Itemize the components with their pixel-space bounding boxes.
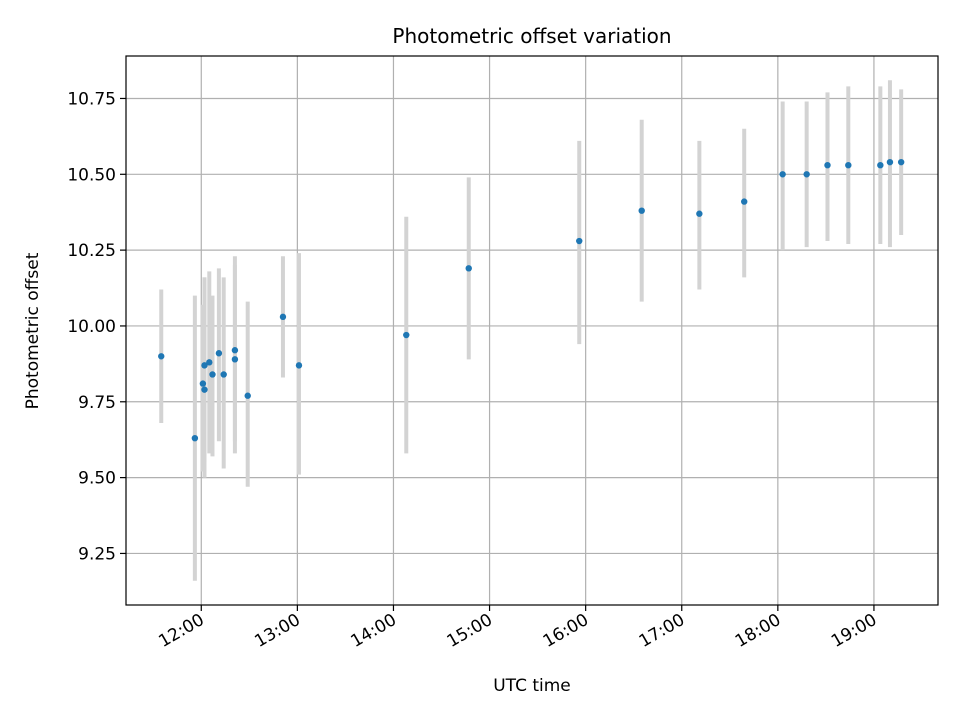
y-tick-label: 9.25 bbox=[78, 544, 116, 564]
data-point bbox=[877, 161, 884, 169]
x-axis-label: UTC time bbox=[493, 676, 571, 696]
data-point bbox=[897, 158, 905, 166]
y-tick-label: 9.50 bbox=[78, 469, 116, 489]
data-point bbox=[206, 359, 213, 366]
data-point bbox=[231, 347, 239, 354]
y-axis-label: Photometric offset bbox=[23, 252, 43, 409]
data-point bbox=[696, 210, 703, 217]
grid-lines bbox=[126, 56, 938, 605]
data-point bbox=[779, 171, 786, 178]
y-tick-label: 10.00 bbox=[67, 317, 116, 337]
data-point bbox=[279, 313, 287, 321]
data-point bbox=[741, 198, 748, 205]
data-point bbox=[209, 371, 216, 378]
data-point bbox=[295, 362, 303, 369]
y-tick-label: 9.75 bbox=[78, 393, 116, 413]
data-point bbox=[845, 161, 852, 169]
data-point bbox=[403, 331, 410, 339]
plot-frame bbox=[125, 55, 939, 606]
data-point bbox=[191, 434, 199, 442]
data-point bbox=[199, 380, 207, 387]
y-tick-label: 10.75 bbox=[67, 89, 116, 109]
data-point bbox=[201, 362, 208, 369]
data-point bbox=[824, 161, 831, 169]
data-point bbox=[803, 171, 810, 178]
y-tick-label: 10.50 bbox=[67, 165, 116, 185]
data-point bbox=[638, 207, 645, 214]
chart-title: Photometric offset variation bbox=[392, 24, 671, 48]
data-points bbox=[158, 158, 905, 442]
data-point bbox=[215, 350, 223, 357]
data-point bbox=[201, 386, 208, 393]
data-point bbox=[465, 265, 472, 272]
data-point bbox=[576, 237, 583, 245]
data-point bbox=[244, 392, 251, 399]
data-point bbox=[886, 158, 894, 166]
data-point bbox=[158, 353, 165, 360]
y-tick-label: 10.25 bbox=[67, 241, 116, 261]
data-point bbox=[231, 356, 239, 363]
data-point bbox=[220, 371, 227, 378]
